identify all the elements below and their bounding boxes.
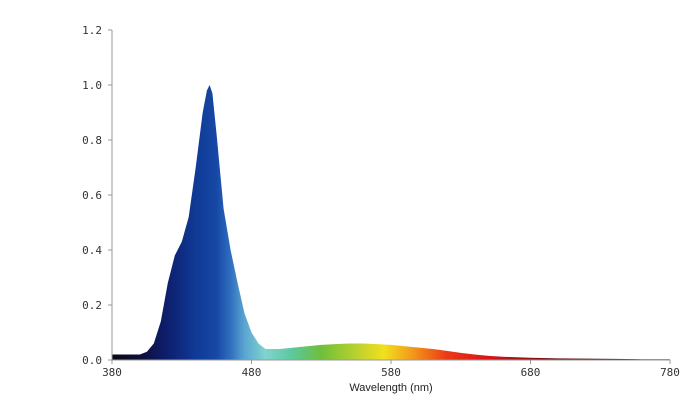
x-tick-label: 480	[242, 366, 262, 379]
x-tick-label: 780	[660, 366, 680, 379]
y-axis-ticks: 0.0 0.2 0.4 0.6 0.8 1.0 1.2	[82, 24, 112, 367]
y-tick-label: 0.2	[82, 299, 102, 312]
x-tick-label: 580	[381, 366, 401, 379]
y-tick-label: 1.2	[82, 24, 102, 37]
y-tick-label: 0.0	[82, 354, 102, 367]
x-tick-label: 680	[521, 366, 541, 379]
y-tick-label: 1.0	[82, 79, 102, 92]
x-axis-ticks: 380 480 580 680 780	[102, 360, 680, 379]
y-tick-label: 0.8	[82, 134, 102, 147]
spectrum-area	[112, 85, 670, 360]
plot-area	[112, 85, 670, 360]
x-tick-label: 380	[102, 366, 122, 379]
y-tick-label: 0.4	[82, 244, 102, 257]
x-axis-title: Wavelength (nm)	[349, 382, 432, 394]
y-tick-label: 0.6	[82, 189, 102, 202]
